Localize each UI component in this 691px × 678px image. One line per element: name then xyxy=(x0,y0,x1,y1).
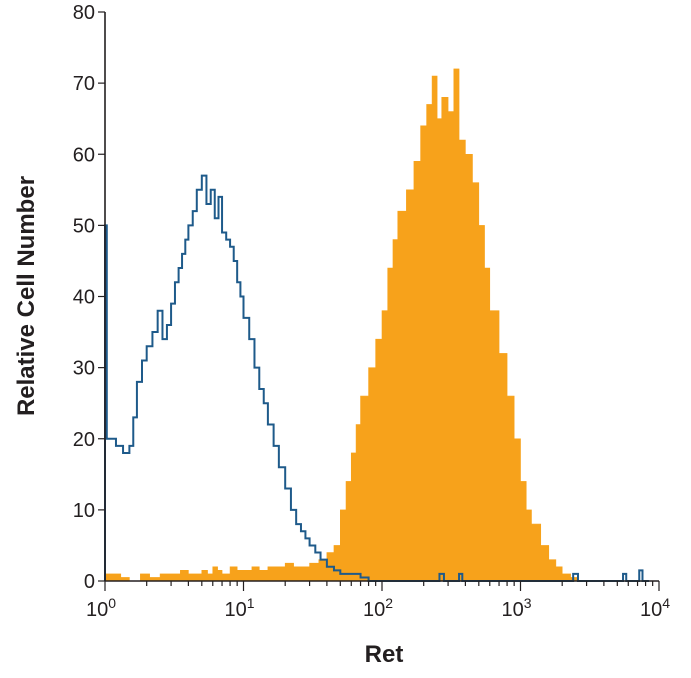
x-tick-label: 101 xyxy=(224,595,254,621)
y-axis-title: Relative Cell Number xyxy=(13,176,40,416)
y-tick-label: 30 xyxy=(73,358,95,380)
y-tick-label: 80 xyxy=(73,2,95,24)
x-axis-title: Ret xyxy=(365,641,404,668)
y-tick-label: 70 xyxy=(73,73,95,95)
x-axis-ticks: 100 101 102 103 104 xyxy=(86,581,670,621)
y-tick-label: 0 xyxy=(84,571,95,593)
y-tick-label: 10 xyxy=(73,500,95,522)
filled-histogram-area xyxy=(104,68,580,582)
y-axis-ticks: 0 10 20 30 40 50 60 70 80 xyxy=(73,2,105,593)
y-tick-label: 50 xyxy=(73,215,95,237)
x-tick-label: 104 xyxy=(640,595,670,621)
y-tick-label: 20 xyxy=(73,429,95,451)
x-tick-label: 100 xyxy=(86,595,116,621)
y-tick-label: 60 xyxy=(73,144,95,166)
filled-histogram-series xyxy=(104,68,580,582)
x-tick-label: 103 xyxy=(501,595,531,621)
y-tick-label: 40 xyxy=(73,287,95,309)
x-tick-label: 102 xyxy=(363,595,393,621)
